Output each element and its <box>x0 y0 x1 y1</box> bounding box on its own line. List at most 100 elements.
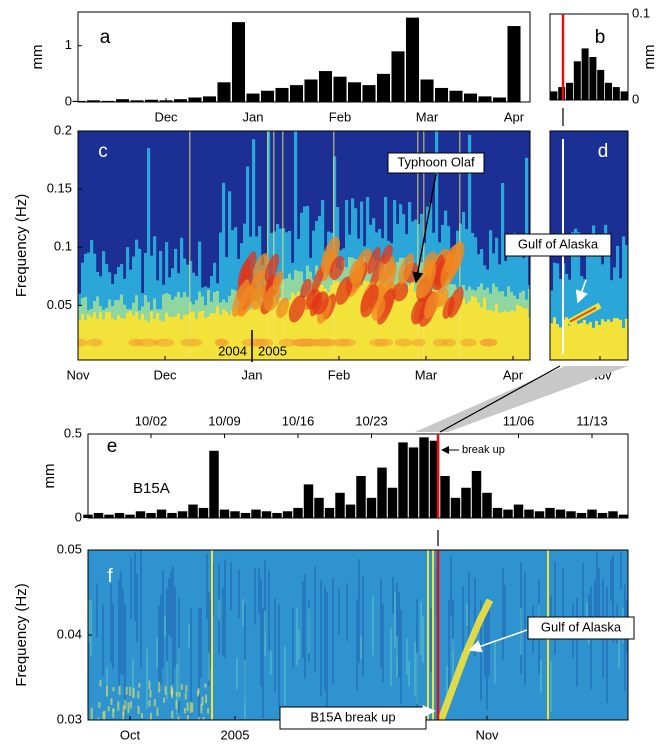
spectrogram-cell <box>502 568 504 660</box>
spectrogram-cell <box>324 288 328 360</box>
spectrogram-cell <box>134 552 136 622</box>
annotation-arrow <box>468 629 528 653</box>
spectrogram-cell <box>244 660 246 719</box>
spectrogram-cell <box>207 708 210 714</box>
spectrogram-cell <box>122 705 125 716</box>
spectrogram-cell <box>108 311 112 360</box>
y-axis-label: Frequency (Hz) <box>13 583 30 686</box>
spectrogram-cell <box>392 281 409 302</box>
spectrogram-cell <box>315 287 319 360</box>
spectrogram-cell <box>78 338 89 347</box>
spectrogram-cell <box>158 605 160 689</box>
spectrogram-cell <box>408 284 412 360</box>
spectrogram-cell <box>574 318 578 360</box>
spectrogram-cell <box>396 636 398 678</box>
spectrogram-cell <box>178 691 181 697</box>
bar <box>503 509 513 518</box>
spectrogram-cell <box>488 600 490 677</box>
spectrogram-cell <box>423 292 440 319</box>
bar <box>356 476 366 518</box>
spectrogram-cell <box>88 600 90 643</box>
x-tick-label: Nov <box>475 727 499 742</box>
annotation: Typhoon Olaf <box>397 154 475 169</box>
spectrogram-cell <box>613 318 617 360</box>
spectrogram-cell <box>206 553 208 619</box>
spectrogram-cell <box>510 310 514 360</box>
spectrogram-cell <box>129 701 132 709</box>
spectrogram-cell <box>480 338 498 347</box>
annotation: Gulf of Alaska <box>518 236 599 251</box>
bar <box>198 507 209 518</box>
spectrogram-cell <box>189 701 192 714</box>
spectrogram-cell <box>333 281 337 360</box>
spectrogram-cell <box>465 303 469 360</box>
spectrogram-cell <box>456 293 460 360</box>
spectrogram-cell <box>330 284 334 360</box>
bar <box>188 504 198 518</box>
spectrogram-cell <box>399 281 403 360</box>
spectrogram-cell <box>447 299 451 360</box>
spectrogram-cell <box>408 660 410 687</box>
panel-label: f <box>107 566 113 587</box>
annotation-box <box>279 706 427 730</box>
spectrogram-cell <box>571 321 575 360</box>
annotation: 2005 <box>258 343 287 358</box>
swell-streak <box>569 306 597 323</box>
spectrogram-cell <box>586 602 588 629</box>
spectrogram-cell <box>550 595 552 633</box>
spectrogram-cell <box>186 702 189 712</box>
spectrogram-cell <box>175 700 178 710</box>
spectrogram-cell <box>452 599 454 652</box>
spectrogram-cell <box>103 710 106 720</box>
spectrogram-cell <box>441 293 445 360</box>
bar <box>376 73 391 102</box>
spectrogram-cell <box>398 591 400 678</box>
bar <box>618 514 629 518</box>
bar <box>589 57 597 100</box>
spectrogram-cell <box>432 289 436 360</box>
spectrogram-cell <box>270 651 272 675</box>
spectrogram-cell <box>610 321 614 360</box>
spectrogram-cell <box>168 316 172 360</box>
spectrogram-cell <box>519 306 523 360</box>
spectrogram-cell <box>262 607 264 719</box>
spectrogram-cell <box>360 285 364 360</box>
panel-label: c <box>98 141 108 162</box>
spectrogram-cell <box>140 550 142 668</box>
spectrogram-cell <box>406 638 408 675</box>
spectrogram-cell <box>250 338 269 347</box>
spectrogram-cell <box>215 338 229 347</box>
spectrogram-cell <box>267 303 271 360</box>
spectrogram-cell <box>249 309 253 360</box>
spectrogram-cell <box>218 599 220 621</box>
spectrogram-cell <box>230 562 232 611</box>
bar <box>314 497 324 518</box>
spectrogram-cell <box>592 327 596 360</box>
spectrogram-cell <box>216 306 220 360</box>
spectrogram-cell <box>438 293 442 360</box>
spectrogram-cell <box>129 310 133 360</box>
spectrogram-cell <box>164 685 167 695</box>
bar <box>347 82 362 102</box>
spectrogram-cell <box>273 131 275 360</box>
spectrogram-cell <box>264 559 266 634</box>
spectrogram-cell <box>348 258 366 285</box>
spectrogram-cell <box>201 696 204 706</box>
spectrogram-cell <box>622 327 626 360</box>
spectrogram-cell <box>264 610 266 657</box>
spectrogram-cell <box>148 700 151 707</box>
spectrogram-cell <box>429 293 433 360</box>
spectrogram-cell <box>250 285 267 310</box>
spectrogram-cell <box>622 236 626 360</box>
spectrogram-cell <box>252 302 256 360</box>
spectrogram-cell <box>371 297 386 321</box>
bar <box>545 507 555 518</box>
spectrogram-cell <box>571 232 575 360</box>
spectrogram-cell <box>484 605 486 677</box>
spectrogram-cell <box>141 313 145 360</box>
spectrogram-cell <box>596 551 598 634</box>
spectrogram-cell <box>128 338 144 347</box>
spectrogram-cell <box>396 582 398 658</box>
spectrogram-cell <box>186 314 190 360</box>
spectrogram-cell <box>189 131 191 360</box>
